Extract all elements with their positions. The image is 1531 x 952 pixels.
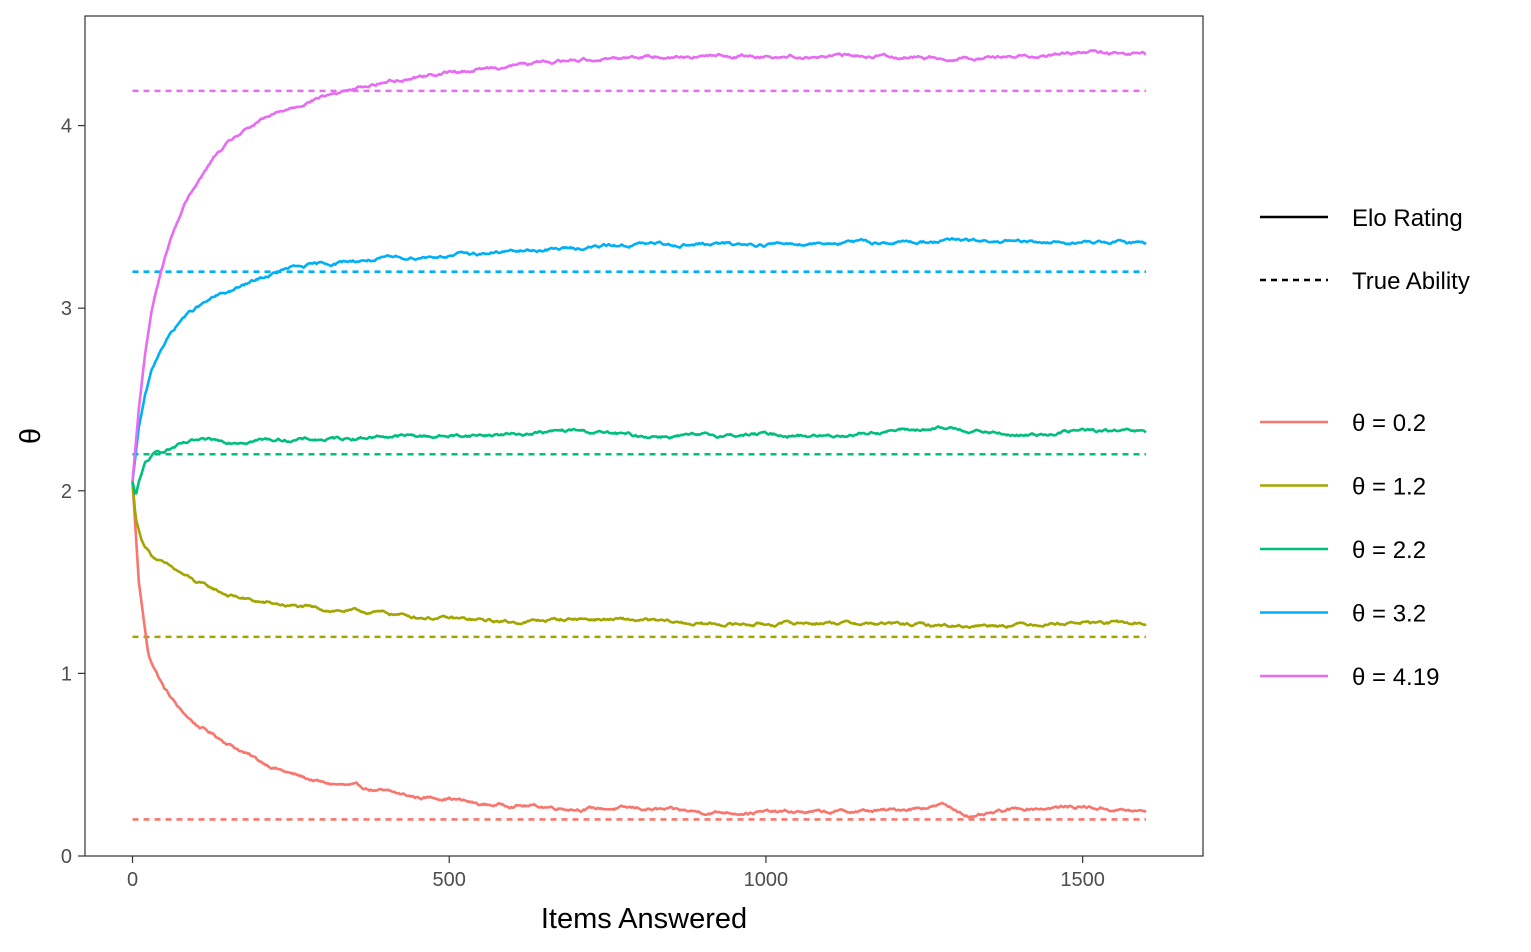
legend-label-2-2: θ = 2.2 [1352, 537, 1426, 564]
plot-panel-border [84, 15, 1204, 857]
y-tick-label-2: 2 [61, 481, 72, 503]
legend-label-true-ability: True Ability [1352, 268, 1470, 295]
y-axis-title: θ [15, 428, 47, 444]
true-ability-lines [132, 89, 1146, 821]
legend-label-4-19: θ = 4.19 [1352, 664, 1439, 691]
legend-label-1-2: θ = 1.2 [1352, 474, 1426, 501]
elo-rating-line-0-2 [131, 481, 1147, 819]
elo-rating-line-3-2 [131, 236, 1147, 482]
elo-rating-line-1-2 [131, 481, 1147, 630]
x-tick-label-1500: 1500 [1060, 869, 1105, 891]
elo-rating-lines [131, 48, 1147, 819]
y-axis: 0 1 2 3 4 [61, 116, 85, 868]
x-tick-label-500: 500 [433, 869, 466, 891]
legend-label-elo-rating: Elo Rating [1352, 205, 1463, 232]
y-tick-label-4: 4 [61, 116, 72, 138]
y-tick-label-3: 3 [61, 298, 72, 320]
legend-label-3-2: θ = 3.2 [1352, 601, 1426, 628]
x-axis: 0 500 1000 1500 [127, 856, 1105, 891]
elo-rating-line-2-2 [131, 425, 1147, 495]
legend: Elo Rating True Ability θ = 0.2 θ = 1.2 θ = … [1260, 205, 1470, 691]
legend-label-0-2: θ = 0.2 [1352, 410, 1426, 437]
y-tick-label-1: 1 [61, 663, 72, 685]
x-tick-label-1000: 1000 [744, 869, 789, 891]
x-axis-title: Items Answered [541, 903, 747, 935]
y-tick-label-0: 0 [61, 846, 72, 868]
elo-rating-line-4-19 [131, 48, 1147, 482]
x-tick-label-0: 0 [127, 869, 138, 891]
